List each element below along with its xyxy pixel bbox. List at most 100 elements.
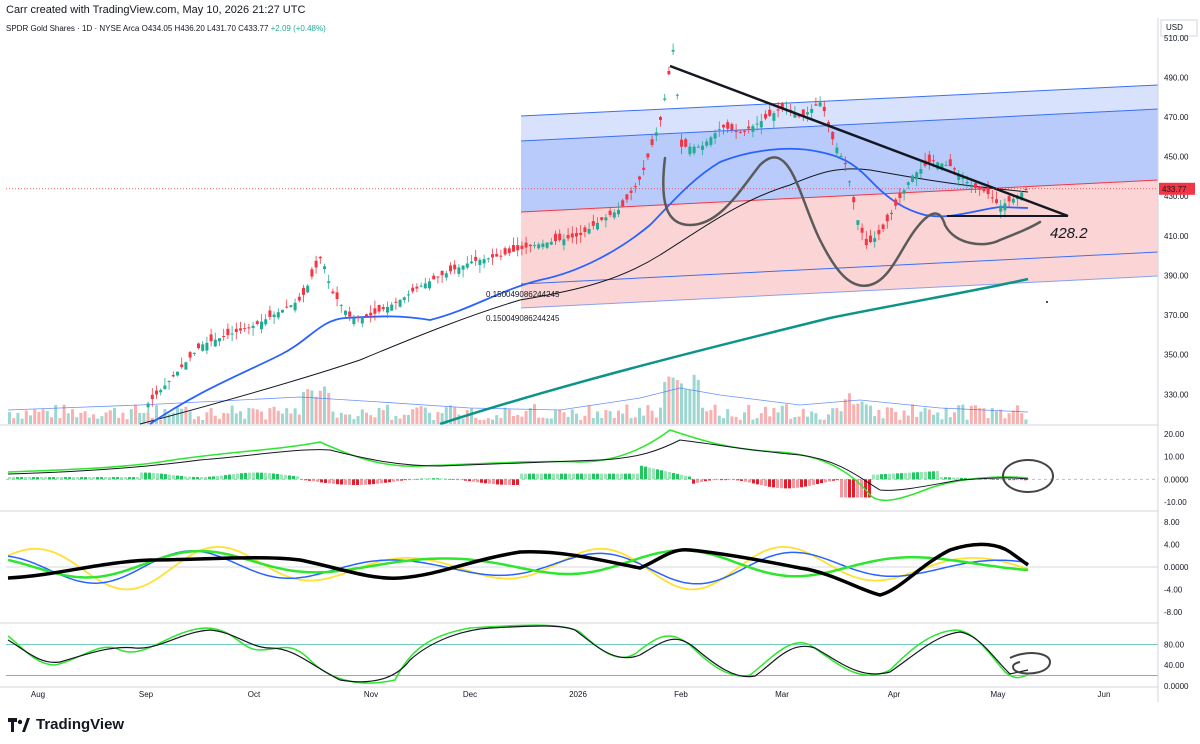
macd-histogram-bar — [568, 473, 571, 480]
volume-bar — [545, 418, 549, 424]
volume-bar — [201, 419, 205, 424]
volume-bar — [478, 419, 482, 424]
volume-bar — [898, 419, 902, 424]
volume-bar — [961, 404, 965, 424]
volume-bar — [990, 408, 994, 424]
volume-bar — [54, 404, 58, 424]
volume-bar — [159, 419, 163, 424]
macd-tick: -10.00 — [1164, 498, 1187, 507]
macd-histogram-bar — [40, 477, 43, 480]
macd-histogram-bar — [532, 473, 535, 480]
candle-body — [986, 186, 990, 194]
macd-histogram-bar — [880, 474, 883, 480]
volume-bar — [1007, 413, 1011, 424]
volume-bar — [180, 408, 184, 424]
candle-body — [604, 217, 608, 221]
macd-histogram-bar — [156, 473, 159, 480]
candle-body — [969, 186, 973, 188]
volume-bar — [83, 411, 87, 424]
volume-bar — [768, 416, 772, 424]
volume-bar — [566, 416, 570, 424]
macd-histogram-bar — [172, 475, 175, 480]
candle-body — [806, 112, 809, 115]
stoch-circle-annotation[interactable] — [1009, 652, 1052, 675]
volume-bar — [230, 405, 234, 424]
volume-bar — [146, 412, 150, 424]
macd-histogram-bar — [796, 479, 799, 488]
volume-bar — [554, 410, 557, 424]
volume-bar — [92, 414, 95, 424]
macd-histogram-bar — [16, 477, 19, 480]
candle-body — [890, 212, 893, 214]
macd-circle-annotation[interactable] — [1002, 459, 1054, 493]
macd-histogram-bar — [728, 479, 731, 481]
volume-bar — [171, 412, 175, 424]
volume-bar — [436, 412, 440, 424]
volume-bar — [268, 408, 272, 424]
tradingview-logo[interactable]: TradingView — [8, 716, 124, 733]
volume-bar — [873, 416, 877, 424]
macd-histogram-bar — [128, 477, 131, 480]
volume-bar — [37, 412, 41, 424]
candle-body — [272, 314, 276, 318]
volume-bar — [919, 411, 923, 424]
volume-bar — [936, 412, 940, 424]
volume-bar — [507, 409, 511, 424]
volume-bar — [398, 418, 402, 424]
macd-histogram-bar — [368, 479, 371, 485]
macd-histogram-bar — [44, 477, 47, 480]
candle-body — [558, 233, 562, 241]
candle-body — [709, 137, 713, 145]
macd-histogram-bar — [488, 479, 491, 484]
volume-bar — [688, 389, 692, 424]
macd-histogram-bar — [500, 479, 503, 485]
volume-bar — [58, 418, 62, 424]
macd-histogram-bar — [492, 479, 495, 485]
candle-body — [377, 304, 381, 312]
candle-body — [944, 164, 948, 166]
candle-body — [764, 113, 767, 119]
candle-body — [289, 305, 293, 307]
macd-histogram-bar — [356, 479, 359, 485]
cup-and-handle-drawing[interactable] — [662, 156, 1042, 288]
volume-bar — [877, 409, 881, 424]
volume-bar — [541, 417, 545, 424]
volume-bar — [402, 414, 406, 424]
candle-body — [843, 162, 847, 165]
macd-histogram-bar — [784, 479, 787, 489]
macd-histogram-bar — [520, 473, 523, 480]
macd-histogram-bar — [508, 479, 511, 485]
osc-tick: 8.00 — [1164, 518, 1180, 527]
candle-body — [801, 109, 805, 116]
candle-body — [835, 147, 839, 154]
macd-histogram-bar — [632, 473, 635, 480]
candle-body — [297, 296, 301, 301]
volume-bar — [549, 418, 553, 424]
macd-histogram-bar — [1012, 479, 1015, 481]
candle-body — [797, 115, 801, 117]
macd-histogram-bar — [180, 476, 183, 480]
volume-bar — [260, 411, 263, 424]
macd-histogram-bar — [452, 479, 455, 481]
x-axis-label: May — [990, 690, 1005, 699]
macd-histogram-bar — [648, 467, 651, 480]
volume-bar — [470, 408, 473, 424]
candle-body — [310, 269, 314, 277]
resistance-trendline[interactable] — [669, 64, 1069, 218]
macd-histogram-bar — [824, 479, 827, 483]
macd-histogram-bar — [84, 477, 87, 480]
price-tick: 330.00 — [1164, 390, 1189, 399]
macd-histogram-bar — [496, 479, 499, 485]
volume-bar — [654, 417, 658, 424]
candle-body — [524, 242, 528, 248]
candle-body — [415, 286, 419, 289]
candle-body — [743, 130, 746, 132]
macd-histogram-bar — [960, 477, 963, 480]
macd-histogram-bar — [864, 479, 867, 498]
macd-signal-line — [7, 439, 1029, 491]
candle-body — [822, 106, 826, 112]
macd-histogram-bar — [384, 479, 387, 483]
candle-body — [499, 255, 503, 257]
macd-histogram-bar — [828, 479, 831, 482]
